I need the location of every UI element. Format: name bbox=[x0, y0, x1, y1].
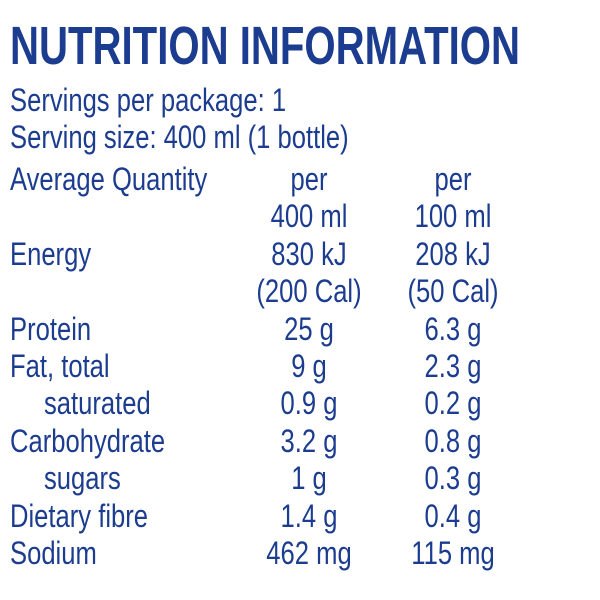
nutrient-value: 1.4 g bbox=[280, 497, 338, 534]
nutrient-value: 830 kJ bbox=[271, 235, 347, 272]
nutrient-value: 208 kJ bbox=[415, 235, 491, 272]
nutrient-label: Dietary fibre bbox=[10, 497, 148, 534]
nutrient-value: 0.3 g bbox=[424, 460, 482, 497]
nutrient-value: 3.2 g bbox=[280, 422, 338, 459]
column-header: 400 ml bbox=[270, 198, 348, 235]
column-header: per bbox=[434, 161, 472, 197]
nutrient-value: 0.2 g bbox=[424, 385, 482, 422]
nutrient-value: 115 mg bbox=[411, 535, 495, 571]
nutrient-value: 1 g bbox=[291, 460, 327, 497]
nutrient-value: (200 Cal) bbox=[256, 273, 362, 310]
nutrient-value: (50 Cal) bbox=[407, 273, 499, 310]
column-header: 100 ml bbox=[414, 198, 492, 235]
serving-size: Serving size: 400 ml (1 bottle) bbox=[10, 119, 349, 155]
nutrient-value: 9 g bbox=[291, 348, 327, 384]
nutrient-value: 2.3 g bbox=[424, 348, 482, 384]
nutrient-label: sugars bbox=[44, 460, 121, 497]
nutrient-value: 462 mg bbox=[266, 535, 352, 571]
nutrient-label: Protein bbox=[10, 310, 92, 347]
header-label: Average Quantity bbox=[10, 161, 208, 197]
nutrient-label: Carbohydrate bbox=[10, 422, 166, 459]
nutrient-label: saturated bbox=[44, 385, 151, 422]
title: NUTRITION INFORMATION bbox=[10, 16, 520, 76]
nutrient-value: 0.9 g bbox=[280, 385, 338, 422]
title-box: NUTRITION INFORMATION bbox=[10, 16, 520, 76]
servings-per-package: Servings per package: 1 bbox=[10, 82, 287, 118]
nutrient-label: Energy bbox=[10, 235, 92, 272]
nutrient-label: Fat, total bbox=[10, 348, 110, 384]
nutrient-value: 25 g bbox=[284, 310, 334, 347]
nutrient-value: 0.8 g bbox=[424, 422, 482, 459]
nutrient-value: 6.3 g bbox=[424, 310, 482, 347]
column-header: per bbox=[290, 161, 328, 197]
nutrient-value: 0.4 g bbox=[424, 497, 482, 534]
nutrient-label: Sodium bbox=[10, 535, 97, 571]
